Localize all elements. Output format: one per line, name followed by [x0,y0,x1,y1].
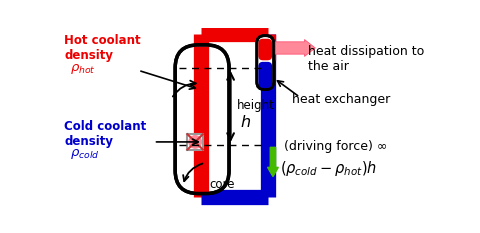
Text: heat exchanger: heat exchanger [292,93,390,106]
FancyBboxPatch shape [258,39,272,60]
Text: height: height [237,99,275,112]
FancyArrow shape [275,40,315,56]
Text: heat dissipation to
the air: heat dissipation to the air [308,45,424,73]
Text: $\rho_{cold}$: $\rho_{cold}$ [71,147,100,161]
FancyBboxPatch shape [258,62,272,88]
Text: $h$: $h$ [240,114,251,130]
Text: $(\rho_{cold} - \rho_{hot})h$: $(\rho_{cold} - \rho_{hot})h$ [280,159,377,178]
FancyBboxPatch shape [257,36,274,89]
FancyBboxPatch shape [175,45,229,194]
Text: Cold coolant
density: Cold coolant density [64,120,146,148]
Circle shape [188,135,202,149]
Text: core: core [209,178,235,191]
Text: (driving force) ∞: (driving force) ∞ [285,140,388,153]
Text: $\rho_{hot}$: $\rho_{hot}$ [71,62,96,76]
Text: Hot coolant
density: Hot coolant density [64,34,141,62]
FancyArrow shape [267,147,278,177]
Bar [188,134,203,150]
